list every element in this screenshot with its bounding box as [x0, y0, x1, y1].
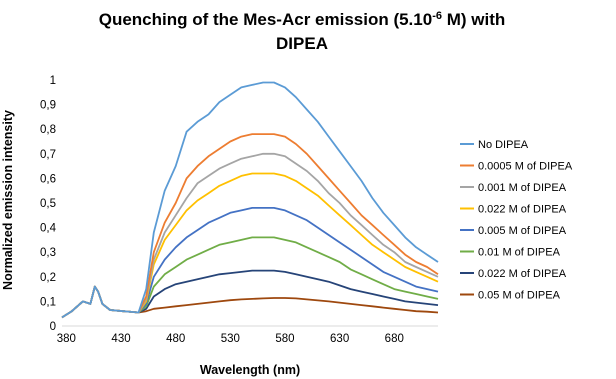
series-line	[61, 285, 439, 319]
y-tick-label: 0,9	[40, 100, 56, 112]
legend-label: 0.005 M of DIPEA	[478, 225, 567, 237]
legend-label: 0.0005 M of DIPEA	[478, 161, 573, 173]
x-tick-label: 480	[166, 333, 185, 345]
y-tick-label: 0,1	[40, 296, 56, 308]
chart-title-line2: DIPEA	[276, 34, 328, 53]
legend-label: 0.022 M of DIPEA	[478, 204, 567, 216]
legend-label: 0.022 M of DIPEA	[478, 268, 567, 280]
series-line	[61, 81, 439, 319]
legend: No DIPEA 0.0005 M of DIPEA 0.001 M of DIPE…	[460, 139, 573, 302]
legend-label: 0.05 M of DIPEA	[478, 290, 561, 302]
x-tick-label: 530	[221, 333, 240, 345]
y-tick-label: 0,7	[40, 149, 56, 161]
legend-label: 0.01 M of DIPEA	[478, 247, 561, 259]
y-tick-label: 1	[50, 75, 56, 87]
series-lines	[61, 81, 439, 319]
legend-label: 0.001 M of DIPEA	[478, 182, 567, 194]
y-tick-label: 0	[50, 321, 56, 333]
y-tick-labels: 0 0,1 0,2 0,3 0,4 0,5 0,6 0,7 0,8 0,9 1	[40, 75, 57, 333]
x-tick-label: 680	[385, 333, 404, 345]
y-axis-label: Normalized emission intensity	[1, 110, 15, 290]
series-line	[61, 152, 439, 319]
chart-title-line1: Quenching of the Mes-Acr emission (5.10-…	[99, 10, 506, 29]
x-tick-label: 430	[111, 333, 130, 345]
y-tick-label: 0,6	[40, 173, 56, 185]
x-tick-label: 630	[330, 333, 349, 345]
chart-title-main: Quenching of the Mes-Acr emission (5.10	[99, 10, 432, 29]
chart-title-superscript: -6	[432, 10, 442, 22]
chart-title-tail: M) with	[442, 10, 505, 29]
y-tick-label: 0,4	[40, 223, 57, 235]
series-line	[61, 236, 439, 319]
x-tick-label: 380	[57, 333, 76, 345]
y-tick-label: 0,5	[40, 198, 56, 210]
x-tick-label: 580	[275, 333, 294, 345]
y-tick-label: 0,2	[40, 272, 56, 284]
x-axis-label: Wavelength (nm)	[200, 363, 300, 377]
x-tick-labels: 380 430 480 530 580 630 680	[57, 333, 404, 345]
y-tick-label: 0,3	[40, 247, 56, 259]
series-line	[61, 133, 439, 319]
legend-label: No DIPEA	[478, 139, 529, 151]
series-line	[61, 206, 439, 319]
y-tick-label: 0,8	[40, 124, 56, 136]
